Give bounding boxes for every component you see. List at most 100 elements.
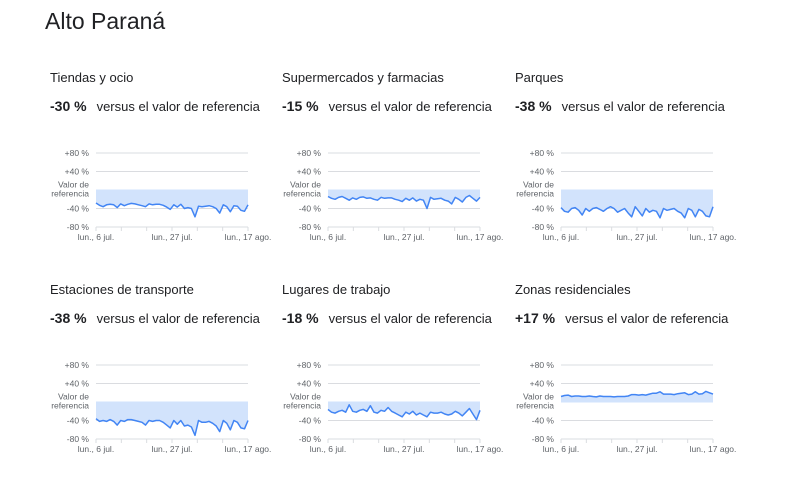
x-tick-label: lun., 6 jul.: [543, 232, 579, 242]
y-tick-label: +80 %: [65, 148, 90, 158]
x-tick-label: lun., 27 jul.: [383, 232, 424, 242]
x-tick-label: lun., 6 jul.: [543, 444, 579, 454]
change-value: -18 %: [282, 310, 319, 326]
mobility-panel: Parques -38 % versus el valor de referenci…: [510, 70, 742, 270]
panel-change: +17 % versus el valor de referencia: [515, 310, 728, 326]
reference-text: versus el valor de referencia: [565, 311, 729, 326]
y-tick-label: +80 %: [530, 148, 555, 158]
x-tick-label: lun., 27 jul.: [151, 444, 192, 454]
mobility-panel: Tiendas y ocio -30 % versus el valor de re…: [45, 70, 277, 270]
x-tick-label: lun., 6 jul.: [78, 444, 114, 454]
panel-change: -38 % versus el valor de referencia: [50, 310, 260, 326]
panel-title: Parques: [515, 70, 564, 85]
x-tick-label: lun., 17 ago.: [690, 232, 737, 242]
x-tick-label: lun., 17 ago.: [225, 444, 272, 454]
change-value: -38 %: [50, 310, 87, 326]
x-tick-label: lun., 6 jul.: [310, 232, 346, 242]
x-tick-label: lun., 17 ago.: [690, 444, 737, 454]
y-tick-label: referencia: [516, 401, 554, 411]
x-tick-label: lun., 6 jul.: [78, 232, 114, 242]
reference-text: versus el valor de referencia: [561, 99, 725, 114]
x-tick-label: lun., 17 ago.: [225, 232, 272, 242]
y-tick-label: +40 %: [297, 167, 322, 177]
panel-change: -38 % versus el valor de referencia: [515, 98, 725, 114]
y-tick-label: -40 %: [532, 416, 555, 426]
panel-title: Supermercados y farmacias: [282, 70, 444, 85]
x-tick-label: lun., 27 jul.: [151, 232, 192, 242]
y-tick-label: Valor de: [523, 392, 554, 402]
panel-title: Zonas residenciales: [515, 282, 631, 297]
x-tick-label: lun., 6 jul.: [310, 444, 346, 454]
y-tick-label: Valor de: [58, 392, 89, 402]
y-tick-label: +40 %: [297, 379, 322, 389]
y-tick-label: referencia: [51, 401, 89, 411]
panel-title: Tiendas y ocio: [50, 70, 134, 85]
y-tick-label: -80 %: [532, 222, 555, 232]
y-tick-label: referencia: [51, 189, 89, 199]
y-tick-label: +40 %: [65, 379, 90, 389]
series-line: [95, 202, 249, 218]
y-tick-label: Valor de: [523, 180, 554, 190]
y-tick-label: -40 %: [67, 416, 90, 426]
y-tick-label: -40 %: [299, 204, 322, 214]
change-area: [96, 402, 248, 436]
y-tick-label: +80 %: [297, 148, 322, 158]
reference-text: versus el valor de referencia: [328, 311, 492, 326]
y-tick-label: -40 %: [299, 416, 322, 426]
x-tick-label: lun., 27 jul.: [616, 444, 657, 454]
change-area: [328, 402, 480, 420]
x-tick-label: lun., 27 jul.: [616, 232, 657, 242]
series-line: [95, 418, 249, 437]
y-tick-label: -40 %: [532, 204, 555, 214]
series-line: [327, 194, 481, 210]
series-line: [560, 205, 714, 219]
y-tick-label: -40 %: [67, 204, 90, 214]
mobility-panel: Estaciones de transporte -38 % versus el v…: [45, 282, 277, 482]
x-tick-label: lun., 17 ago.: [457, 232, 504, 242]
mobility-panel: Supermercados y farmacias -15 % versus el …: [277, 70, 509, 270]
change-area: [561, 190, 713, 218]
mobility-panel: Lugares de trabajo -18 % versus el valor d…: [277, 282, 509, 482]
reference-text: versus el valor de referencia: [96, 311, 260, 326]
y-tick-label: +80 %: [65, 360, 90, 370]
panel-change: -15 % versus el valor de referencia: [282, 98, 492, 114]
change-value: -30 %: [50, 98, 87, 114]
series-line: [327, 404, 481, 421]
panel-title: Lugares de trabajo: [282, 282, 391, 297]
x-tick-label: lun., 17 ago.: [457, 444, 504, 454]
y-tick-label: -80 %: [532, 434, 555, 444]
change-area: [96, 190, 248, 217]
y-tick-label: +40 %: [530, 167, 555, 177]
y-tick-label: -80 %: [67, 222, 90, 232]
mobility-panel: Zonas residenciales +17 % versus el valor …: [510, 282, 742, 482]
y-tick-label: referencia: [283, 189, 321, 199]
y-tick-label: -80 %: [299, 434, 322, 444]
y-tick-label: +80 %: [530, 360, 555, 370]
y-tick-label: referencia: [516, 189, 554, 199]
y-tick-label: +40 %: [530, 379, 555, 389]
y-tick-label: +80 %: [297, 360, 322, 370]
change-value: -15 %: [282, 98, 319, 114]
y-tick-label: Valor de: [290, 392, 321, 402]
y-tick-label: -80 %: [67, 434, 90, 444]
reference-text: versus el valor de referencia: [96, 99, 260, 114]
reference-text: versus el valor de referencia: [328, 99, 492, 114]
series-line: [560, 390, 714, 398]
change-area: [561, 391, 713, 402]
panel-title: Estaciones de transporte: [50, 282, 194, 297]
y-tick-label: -80 %: [299, 222, 322, 232]
y-tick-label: Valor de: [58, 180, 89, 190]
panel-change: -18 % versus el valor de referencia: [282, 310, 492, 326]
page-title: Alto Paraná: [45, 8, 166, 34]
y-tick-label: +40 %: [65, 167, 90, 177]
x-tick-label: lun., 27 jul.: [383, 444, 424, 454]
panel-change: -30 % versus el valor de referencia: [50, 98, 260, 114]
y-tick-label: Valor de: [290, 180, 321, 190]
change-value: +17 %: [515, 310, 556, 326]
